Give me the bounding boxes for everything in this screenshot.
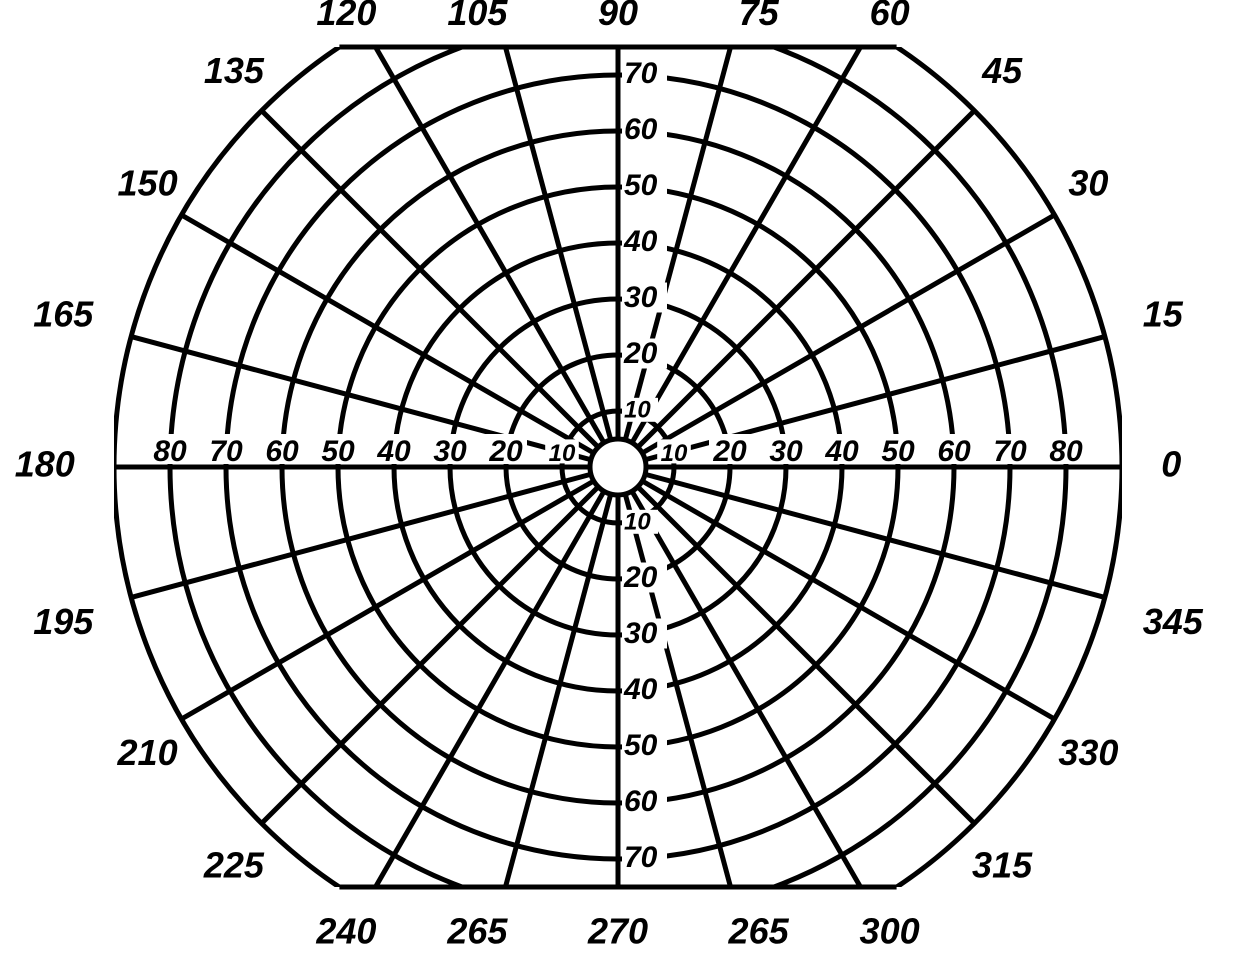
angle-line	[262, 487, 599, 824]
radius-label-right: 40	[824, 435, 859, 468]
radius-label-up: 60	[624, 113, 658, 146]
radius-label-down: 10	[624, 508, 651, 535]
angle-label: 180	[15, 444, 75, 485]
angle-line	[642, 481, 1054, 719]
radius-label-down: 50	[624, 729, 658, 762]
angle-label: 315	[972, 845, 1033, 886]
angle-label: 75	[739, 0, 780, 33]
angle-label: 120	[316, 0, 376, 33]
radius-label-down: 60	[624, 785, 658, 818]
radius-label-right: 60	[937, 435, 971, 468]
radius-label-left: 70	[209, 435, 243, 468]
angle-label: 240	[315, 910, 376, 951]
angle-line	[366, 491, 604, 903]
angle-label: 265	[728, 910, 790, 951]
radius-label-left: 60	[265, 435, 299, 468]
radius-label-right: 20	[712, 435, 747, 468]
angle-line	[488, 0, 611, 440]
angle-line	[632, 31, 870, 443]
angle-line	[262, 111, 599, 448]
angle-label: 105	[447, 0, 508, 33]
angle-label: 90	[598, 0, 638, 33]
radius-label-left: 50	[321, 435, 355, 468]
angle-label: 195	[33, 601, 94, 642]
angle-label: 330	[1058, 732, 1118, 773]
radius-label-down: 40	[623, 673, 658, 706]
angle-label: 0	[1161, 444, 1181, 485]
radius-label-up: 10	[624, 396, 651, 423]
angle-line	[182, 215, 594, 453]
angle-label: 60	[870, 0, 910, 33]
angle-label: 210	[117, 732, 178, 773]
angle-label: 150	[118, 162, 178, 203]
angle-label: 270	[587, 910, 648, 951]
radius-label-left: 40	[376, 435, 411, 468]
radius-label-up: 30	[624, 281, 658, 314]
angle-label: 225	[203, 845, 265, 886]
radius-label-left: 10	[549, 440, 576, 467]
radius-label-right: 10	[661, 440, 688, 467]
angle-line	[182, 481, 594, 719]
angle-line	[632, 491, 870, 903]
radius-label-down: 70	[624, 841, 658, 874]
radius-label-left: 80	[153, 435, 187, 468]
radius-label-up: 70	[624, 57, 658, 90]
angle-line	[638, 487, 975, 824]
angle-label: 300	[860, 910, 920, 951]
angle-label: 345	[1143, 601, 1204, 642]
radius-label-right: 50	[881, 435, 915, 468]
radius-label-up: 20	[623, 337, 658, 370]
polar-grid-chart: 10 10 20 20 30 30 40 40 50 50 60 60 70 70 80 80 10 10 20 20…	[0, 0, 1237, 974]
radius-label-right: 70	[993, 435, 1027, 468]
radius-label-down: 30	[624, 617, 658, 650]
angle-line	[366, 31, 604, 443]
angle-label: 265	[446, 910, 508, 951]
radius-label-up: 40	[623, 225, 658, 258]
radius-label-down: 20	[623, 561, 658, 594]
radius-label-right: 80	[1049, 435, 1083, 468]
angle-label: 165	[33, 293, 94, 334]
angle-label: 30	[1068, 162, 1108, 203]
center-hole	[590, 439, 646, 495]
angle-line	[642, 215, 1054, 453]
radius-label-left: 20	[488, 435, 523, 468]
angle-label: 15	[1143, 293, 1184, 334]
angle-label: 45	[981, 50, 1023, 91]
radius-label-up: 50	[624, 169, 658, 202]
angle-line	[638, 111, 975, 448]
radius-label-right: 30	[769, 435, 803, 468]
radius-label-left: 30	[433, 435, 467, 468]
angle-label: 135	[204, 50, 265, 91]
